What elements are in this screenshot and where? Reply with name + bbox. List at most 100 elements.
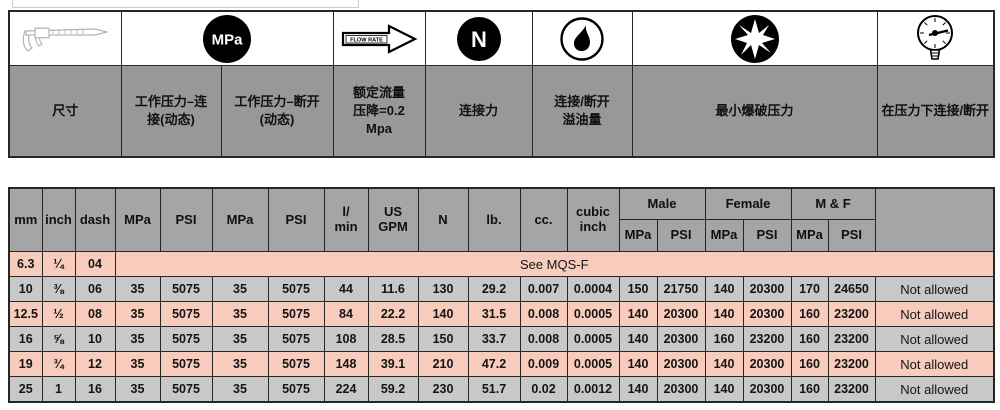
table-cell: 140 [704, 376, 744, 403]
col-header-psi-disconnected: PSI [267, 187, 325, 252]
col-header-lb: lb. [467, 187, 521, 252]
table-cell: 35 [114, 276, 161, 302]
caliper-icon [8, 10, 122, 66]
table-cell: 108 [323, 326, 369, 352]
table-cell: 31.5 [467, 301, 521, 327]
table-cell: 150 [618, 276, 658, 302]
newton-force-icon: N [424, 10, 533, 66]
table-cell: 23200 [742, 326, 792, 352]
table-cell: 140 [618, 376, 658, 403]
table-cell: 0.0004 [566, 276, 620, 302]
table-cell: 20300 [742, 376, 792, 403]
table-cell: 35 [211, 326, 269, 352]
table-cell: 20300 [656, 301, 706, 327]
flow-rate-label: FLOW RATE [350, 37, 383, 43]
col-header-psi-connected: PSI [159, 187, 213, 252]
col-header-dash: dash [74, 187, 116, 252]
label-spillage: 连接/断开 溢油量 [531, 65, 633, 158]
table-cell: 29.2 [467, 276, 521, 302]
table-cell: 20300 [742, 301, 792, 327]
table-cell: 10 [74, 326, 116, 352]
burst-pressure-icon [631, 10, 878, 66]
table-cell: 0.008 [519, 301, 568, 327]
table-cell: ½ [41, 301, 76, 327]
not-allowed-cell: Not allowed [874, 376, 995, 403]
table-cell: 35 [211, 301, 269, 327]
mpa-pressure-icon: MPa [120, 10, 334, 66]
table-cell: 35 [211, 351, 269, 377]
table-cell: 160 [790, 376, 829, 403]
table-cell: 140 [618, 351, 658, 377]
table-cell: 08 [74, 301, 116, 327]
table-cell: 150 [417, 326, 469, 352]
table-cell: 23200 [827, 301, 876, 327]
table-cell: 16 [8, 326, 43, 352]
group-header-male: Male [618, 187, 706, 220]
table-cell: 20300 [742, 276, 792, 302]
spec-table-body: 6.3 ¼ 04 See MQS-F 10 ⅜ 06 35 5075 35 5075 44 11.6 13… [8, 251, 995, 403]
table-cell: 12 [74, 351, 116, 377]
table-cell: 35 [114, 351, 161, 377]
col-header-mf-psi: PSI [827, 219, 876, 252]
label-working-pressure-disconnected: 工作压力–断开 (动态) [220, 65, 334, 158]
table-cell: 170 [790, 276, 829, 302]
table-cell: 5075 [267, 326, 325, 352]
table-cell: 160 [704, 326, 744, 352]
oil-drop-icon [531, 10, 633, 66]
table-cell: 23200 [827, 376, 876, 403]
table-cell: 22.2 [367, 301, 419, 327]
table-cell: 0.0005 [566, 351, 620, 377]
table-cell: 33.7 [467, 326, 521, 352]
group-header-female: Female [704, 187, 792, 220]
not-allowed-cell: Not allowed [874, 301, 995, 327]
table-cell: 21750 [656, 276, 706, 302]
table-cell: 0.008 [519, 326, 568, 352]
table-header-sub-row: MPa PSI MPa PSI MPa PSI [9, 219, 994, 252]
table-cell: 23200 [827, 326, 876, 352]
table-cell: 160 [790, 351, 829, 377]
table-cell: 35 [114, 376, 161, 403]
mpa-badge-label: MPa [212, 31, 244, 48]
table-cell: 84 [323, 301, 369, 327]
page-crop-artifact [12, 0, 359, 8]
table-cell: 5075 [267, 301, 325, 327]
label-size: 尺寸 [8, 65, 122, 158]
col-header-female-mpa: MPa [704, 219, 744, 252]
col-header-mpa-disconnected: MPa [211, 187, 269, 252]
table-cell: 20300 [656, 351, 706, 377]
table-cell: 230 [417, 376, 469, 403]
table-cell: 1 [41, 376, 76, 403]
table-cell: 0.0005 [566, 301, 620, 327]
col-header-us-gpm: US GPM [367, 187, 419, 252]
legend-label-row: 尺寸 工作压力–连 接(动态) 工作压力–断开 (动态) 额定流量 压降=0.2… [8, 65, 995, 158]
table-cell: 5075 [159, 326, 213, 352]
table-cell: 35 [211, 276, 269, 302]
table-cell: 5075 [159, 351, 213, 377]
table-cell: 0.02 [519, 376, 568, 403]
not-allowed-cell: Not allowed [874, 351, 995, 377]
table-cell: 160 [790, 326, 829, 352]
table-cell: 11.6 [367, 276, 419, 302]
col-header-mm: mm [8, 187, 43, 252]
table-cell: 130 [417, 276, 469, 302]
table-cell: 140 [704, 276, 744, 302]
table-cell: 5075 [159, 276, 213, 302]
col-header-l-min: l/ min [323, 187, 369, 252]
merged-note-cell: See MQS-F [114, 251, 995, 277]
table-cell: 35 [114, 301, 161, 327]
label-rated-flow: 额定流量 压降=0.2 Mpa [332, 65, 426, 158]
col-header-newton: N [417, 187, 469, 252]
label-min-burst-pressure: 最小爆破压力 [631, 65, 878, 158]
table-row: 6.3 ¼ 04 See MQS-F [8, 251, 995, 277]
table-cell: 148 [323, 351, 369, 377]
table-cell: 23200 [827, 351, 876, 377]
table-cell: 25 [8, 376, 43, 403]
col-header-male-mpa: MPa [618, 219, 658, 252]
table-cell: 16 [74, 376, 116, 403]
table-cell: ¾ [41, 351, 76, 377]
table-cell: 5075 [159, 301, 213, 327]
table-cell: 140 [618, 326, 658, 352]
table-cell: 10 [8, 276, 43, 302]
table-cell: 59.2 [367, 376, 419, 403]
col-header-empty [874, 187, 995, 252]
